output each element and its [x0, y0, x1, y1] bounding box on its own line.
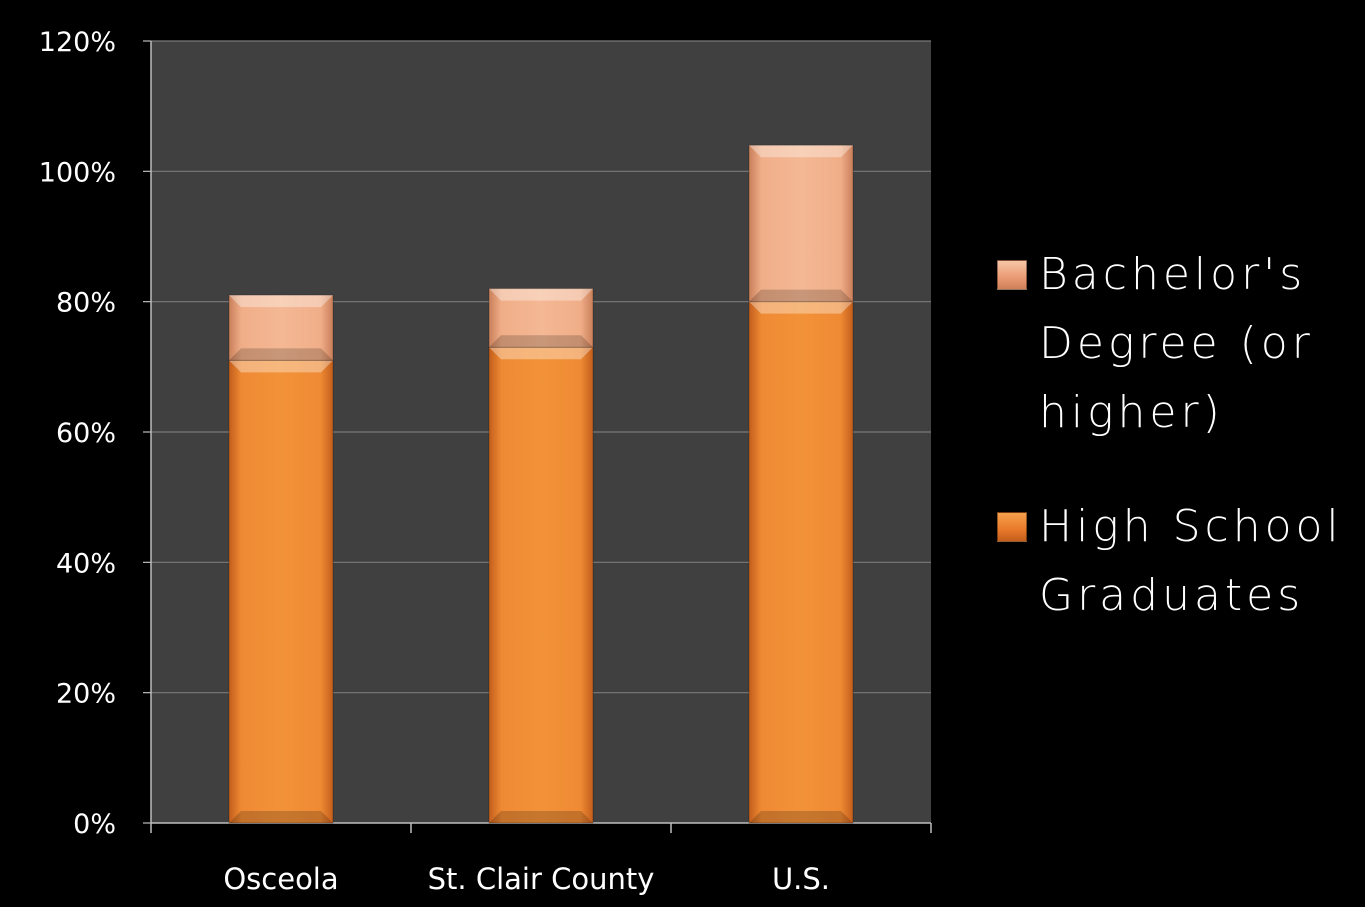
x-category-label: St. Clair County — [428, 862, 655, 896]
legend-item-bachelors: Bachelor's Degree (or higher) — [997, 240, 1362, 447]
bar-bevel-bottom — [489, 335, 593, 348]
legend-label-bachelors-line3: higher) — [1039, 387, 1224, 438]
bar-bachelors — [488, 288, 594, 348]
y-tick-label: 40% — [56, 548, 116, 579]
y-tick-label: 80% — [56, 288, 116, 319]
chart-legend: Bachelor's Degree (or higher) High Schoo… — [997, 240, 1362, 675]
bar-high-school — [228, 359, 334, 824]
bar-bachelors — [748, 144, 854, 303]
bar-bevel-top — [229, 295, 333, 308]
bar-bevel-bottom — [749, 811, 853, 823]
bar-bevel-bottom — [229, 811, 333, 823]
legend-swatch-bachelors — [997, 260, 1027, 290]
bar-bevel-bottom — [229, 348, 333, 361]
y-tick-label: 60% — [56, 418, 116, 449]
bar-bevel-top — [749, 301, 853, 314]
bar-bevel-bottom — [749, 289, 853, 302]
bar-bevel-bottom — [489, 811, 593, 823]
x-category-label: U.S. — [772, 862, 830, 896]
bar-bevel-top — [749, 145, 853, 158]
legend-label-bachelors-line1: Bachelor's — [1039, 249, 1307, 300]
legend-label-bachelors: Bachelor's Degree (or higher) — [1039, 240, 1314, 447]
bar-high-school — [488, 346, 594, 824]
legend-label-bachelors-line2: Degree (or — [1039, 318, 1314, 369]
y-tick-label: 0% — [73, 809, 116, 840]
legend-swatch-high-school — [997, 512, 1027, 542]
bar-high-school — [748, 301, 854, 824]
legend-label-high-school-line1: High School — [1039, 501, 1343, 552]
bar-bachelors — [228, 294, 334, 361]
y-tick-label: 100% — [39, 157, 116, 188]
bar-bevel-top — [489, 347, 593, 360]
legend-label-high-school: High School Graduates — [1039, 492, 1343, 630]
y-tick-label: 120% — [39, 27, 116, 58]
x-category-label: Osceola — [223, 862, 338, 896]
legend-item-high-school: High School Graduates — [997, 492, 1362, 630]
y-tick-label: 20% — [56, 679, 116, 710]
bar-bevel-top — [489, 288, 593, 301]
legend-label-high-school-line2: Graduates — [1039, 570, 1305, 621]
bar-bevel-top — [229, 360, 333, 373]
